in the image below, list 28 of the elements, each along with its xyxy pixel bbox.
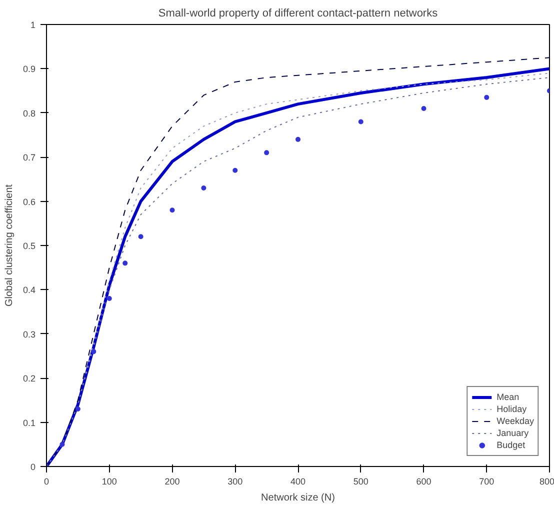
y-tick-label: 0.1 (22, 418, 36, 428)
y-axis-title: Global clustering coefficient (4, 184, 15, 307)
legend-label: Weekday (496, 416, 534, 426)
x-tick-label: 100 (102, 476, 117, 486)
y-tick-label: 1 (30, 20, 36, 30)
chart-title: Small-world property of different contact-pattern networks (158, 8, 438, 20)
y-tick-label: 0.3 (22, 329, 36, 340)
y-tick-label: 0.9 (22, 64, 36, 74)
legend-label: Mean (496, 392, 520, 402)
y-tick-label: 0.8 (22, 108, 36, 118)
legend-label: January (496, 428, 529, 438)
y-tick-label: 0.5 (22, 241, 36, 251)
x-tick-label: 200 (164, 476, 180, 486)
y-tick-label: 0.7 (22, 152, 36, 163)
x-tick-label: 600 (416, 476, 432, 486)
y-tick-label: 0.2 (22, 374, 36, 384)
x-tick-label: 800 (539, 476, 554, 486)
x-tick-label: 500 (353, 476, 368, 486)
x-tick-label: 400 (290, 476, 306, 486)
y-tick-label: 0 (30, 462, 36, 472)
y-tick-label: 0.6 (22, 196, 36, 207)
x-axis-title: Network size (N) (261, 492, 335, 504)
y-tick-label: 0.4 (22, 285, 36, 296)
legend-label: Holiday (496, 404, 527, 414)
x-tick-label: 700 (479, 476, 494, 486)
legend-label: Budget (496, 440, 526, 450)
x-tick-label: 0 (44, 476, 50, 486)
x-tick-label: 300 (228, 476, 243, 486)
